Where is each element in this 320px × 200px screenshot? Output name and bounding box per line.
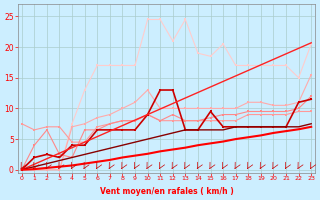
X-axis label: Vent moyen/en rafales ( km/h ): Vent moyen/en rafales ( km/h ) — [100, 187, 233, 196]
